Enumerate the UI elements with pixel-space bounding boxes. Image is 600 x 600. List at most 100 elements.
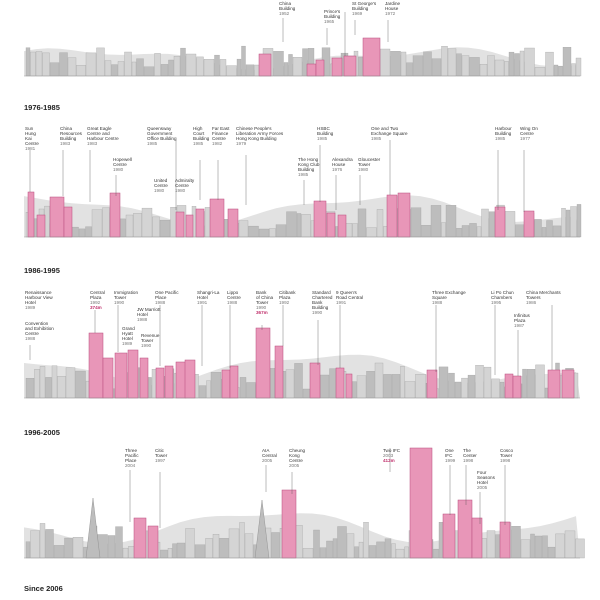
building	[522, 368, 527, 399]
building	[415, 374, 426, 399]
building-label: Far East Finance Centre 1982	[212, 126, 230, 147]
highlighted-building	[175, 211, 185, 238]
building	[170, 207, 177, 238]
building-label: Lippo Centre 1988	[227, 290, 241, 306]
building	[168, 59, 174, 77]
building	[273, 51, 284, 77]
building	[53, 545, 65, 559]
building	[102, 207, 110, 238]
building-label: Prince's Building 1965	[324, 9, 341, 25]
highlighted-building	[457, 499, 473, 559]
building	[354, 546, 359, 559]
building-label: Infinitus Plaza 1987	[514, 313, 530, 329]
building	[358, 541, 364, 559]
building	[198, 385, 207, 399]
highlighted-building	[561, 369, 575, 399]
building	[176, 542, 186, 559]
building	[410, 207, 422, 238]
building	[244, 533, 254, 559]
building	[441, 46, 448, 77]
building	[552, 225, 562, 238]
building	[292, 57, 303, 77]
building	[141, 207, 153, 238]
building	[565, 209, 571, 238]
building	[124, 51, 132, 77]
building	[454, 381, 462, 399]
building	[384, 538, 392, 559]
building-label: China Resources Building 1983	[60, 126, 82, 147]
building	[433, 548, 439, 559]
building	[352, 223, 358, 238]
building	[65, 367, 76, 399]
building	[576, 204, 582, 238]
building	[494, 59, 505, 77]
building	[561, 208, 566, 238]
building-label: Citic Tower 1997	[155, 448, 168, 464]
highlighted-building	[164, 365, 174, 399]
building-label: Bank of China Tower 1990 367m	[256, 290, 274, 316]
building	[575, 57, 582, 77]
highlighted-building	[209, 198, 225, 238]
highlighted-building	[127, 349, 139, 399]
building-label: Citibank Plaza 1992	[279, 290, 296, 306]
highlighted-building	[337, 214, 347, 238]
building	[115, 526, 123, 559]
building-label: Immigration Tower 1990	[114, 290, 138, 306]
building	[487, 55, 495, 77]
building	[57, 376, 66, 399]
highlighted-building	[229, 365, 239, 399]
building	[117, 61, 125, 77]
building	[206, 380, 211, 399]
building	[421, 225, 431, 238]
building	[412, 55, 424, 77]
section-title-1996-2005: 1996-2005	[24, 428, 60, 437]
building	[461, 55, 470, 77]
building	[226, 65, 237, 77]
building-label: One and Two Exchange Square 1985	[371, 126, 408, 142]
building	[246, 382, 256, 399]
building	[363, 522, 369, 559]
building	[391, 374, 401, 399]
building	[534, 219, 542, 238]
building	[25, 47, 31, 77]
building	[75, 370, 86, 399]
building	[152, 216, 160, 238]
building	[475, 365, 484, 399]
highlighted-building	[274, 345, 284, 399]
building	[131, 61, 137, 77]
building	[467, 374, 476, 399]
building	[404, 546, 409, 559]
building-label: Two IFC 2003 412m	[383, 448, 401, 464]
building	[67, 57, 77, 77]
building	[76, 65, 86, 77]
highlighted-building	[27, 191, 35, 238]
building	[296, 213, 302, 238]
building	[185, 528, 195, 559]
highlighted-building	[258, 53, 272, 77]
building	[288, 54, 293, 77]
building	[366, 227, 377, 238]
building	[239, 377, 247, 399]
building-label: Admiralty Centre 1980	[175, 178, 195, 194]
building	[329, 368, 337, 399]
highlighted-building	[386, 194, 398, 238]
highlighted-building	[331, 57, 343, 77]
building	[245, 64, 255, 77]
building	[326, 540, 333, 559]
building	[39, 523, 46, 559]
highlighted-building	[494, 206, 506, 238]
highlighted-building	[147, 525, 159, 559]
building	[332, 538, 338, 559]
building-label: Three Pacific Place 2004	[125, 448, 139, 469]
highlighted-building	[185, 214, 194, 238]
building	[143, 66, 155, 77]
building	[346, 533, 355, 559]
building	[519, 50, 525, 77]
building	[34, 369, 40, 399]
building-label: Revenue Tower 1990	[141, 333, 160, 349]
building-label: Renaissance Harbour View Hotel 1989	[25, 290, 53, 311]
highlighted-building	[426, 369, 438, 399]
building	[430, 205, 442, 238]
